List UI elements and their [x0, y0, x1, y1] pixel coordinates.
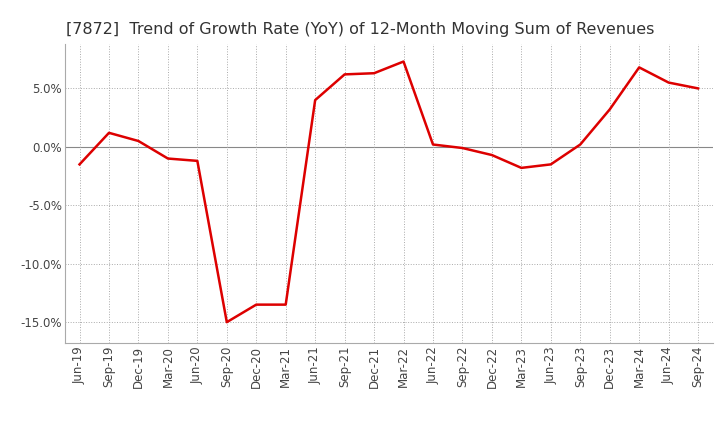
Text: [7872]  Trend of Growth Rate (YoY) of 12-Month Moving Sum of Revenues: [7872] Trend of Growth Rate (YoY) of 12-…	[66, 22, 654, 37]
